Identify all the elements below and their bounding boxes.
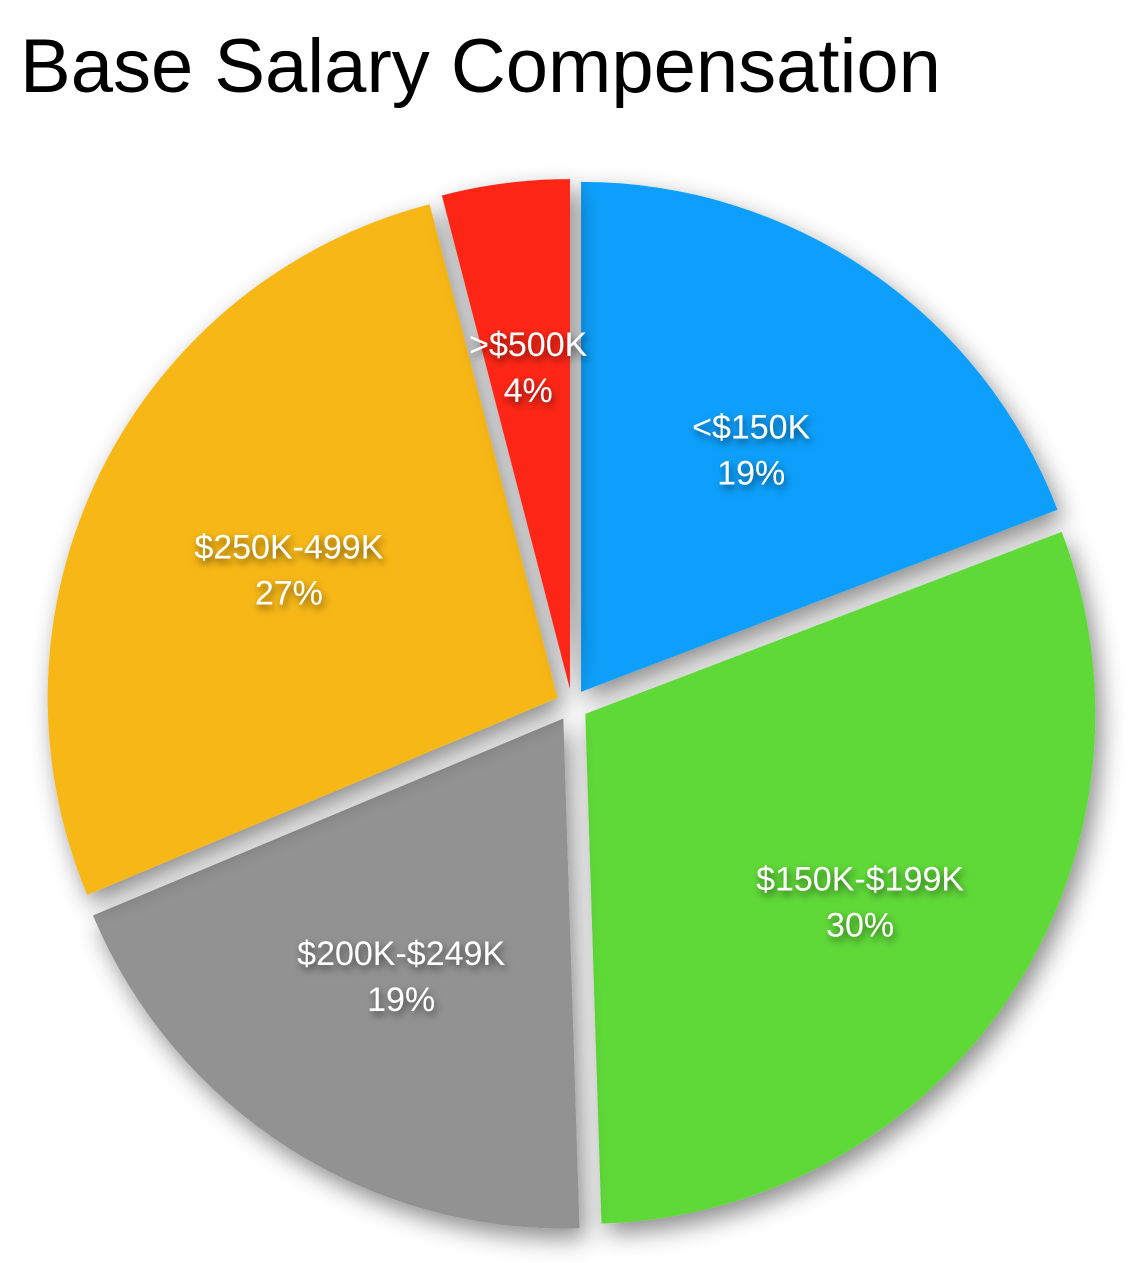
pie-slice-500k [441, 179, 570, 690]
slice-label-group: $150K-$199K 30% [756, 861, 964, 945]
pie-slice-150k-199k [585, 531, 1096, 1224]
slice-label-group: $200K-$249K 19% [297, 935, 505, 1019]
pie-labels: <$150K 19% $150K-$199K 30% $200K-$249K 19% $25… [194, 326, 964, 1019]
slice-category-label: $150K-$199K [756, 861, 964, 899]
pie-slices [47, 179, 1096, 1229]
slice-percent-label: 30% [826, 907, 894, 945]
slice-label-group: $250K-499K 27% [194, 529, 383, 613]
pie-slice-150k [581, 181, 1058, 692]
slice-category-label: >$500K [469, 326, 587, 364]
slice-category-label: <$150K [692, 409, 810, 447]
slice-category-label: $200K-$249K [297, 935, 505, 973]
slice-percent-label: 19% [367, 981, 435, 1019]
slice-label-group: <$150K 19% [692, 409, 810, 493]
slice-label-group: >$500K 4% [469, 326, 587, 410]
slice-percent-label: 4% [504, 372, 553, 410]
pie-slice-200k-249k [92, 718, 580, 1229]
pie-slice-250k-499k [47, 204, 558, 895]
slice-percent-label: 19% [717, 455, 785, 493]
slice-percent-label: 27% [255, 575, 323, 613]
slice-category-label: $250K-499K [194, 529, 383, 567]
chart-title: Base Salary Compensation [20, 24, 941, 109]
